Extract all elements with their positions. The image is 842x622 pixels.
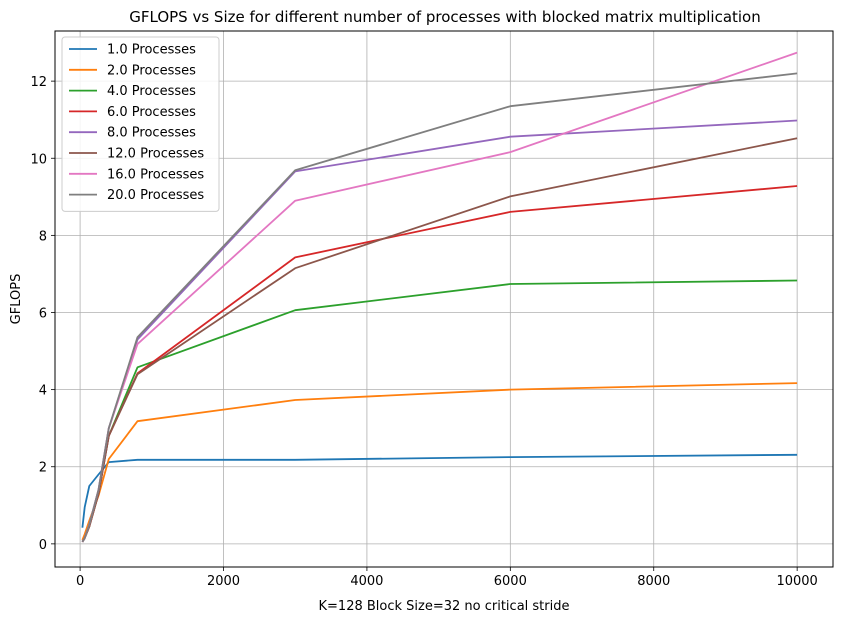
x-tick-label: 4000 [350, 574, 383, 589]
legend-label: 6.0 Processes [107, 105, 196, 120]
legend-label: 16.0 Processes [107, 167, 204, 182]
x-tick-label: 10000 [776, 574, 817, 589]
x-tick-label: 6000 [494, 574, 527, 589]
y-axis-label: GFLOPS [9, 274, 24, 325]
legend: 1.0 Processes 2.0 Processes 4.0 Processes 6… [62, 37, 219, 211]
legend-label: 1.0 Processes [107, 43, 196, 58]
x-tick-label: 8000 [637, 574, 670, 589]
legend-label: 8.0 Processes [107, 126, 196, 141]
x-axis-label: K=128 Block Size=32 no critical stride [319, 599, 570, 614]
legend-label: 4.0 Processes [107, 84, 196, 99]
legend-label: 12.0 Processes [107, 147, 204, 162]
legend-label: 20.0 Processes [107, 188, 204, 203]
y-tick-label: 8 [39, 229, 47, 244]
y-tick-label: 0 [39, 538, 47, 553]
x-tick-label: 2000 [207, 574, 240, 589]
chart-title: GFLOPS vs Size for different number of p… [129, 8, 761, 26]
x-tick-label: 0 [76, 574, 84, 589]
y-tick-label: 10 [30, 152, 47, 167]
legend-label: 2.0 Processes [107, 63, 196, 78]
y-tick-label: 12 [30, 75, 47, 90]
y-tick-label: 4 [39, 384, 47, 399]
y-tick-label: 2 [39, 461, 47, 476]
y-tick-label: 6 [39, 306, 47, 321]
